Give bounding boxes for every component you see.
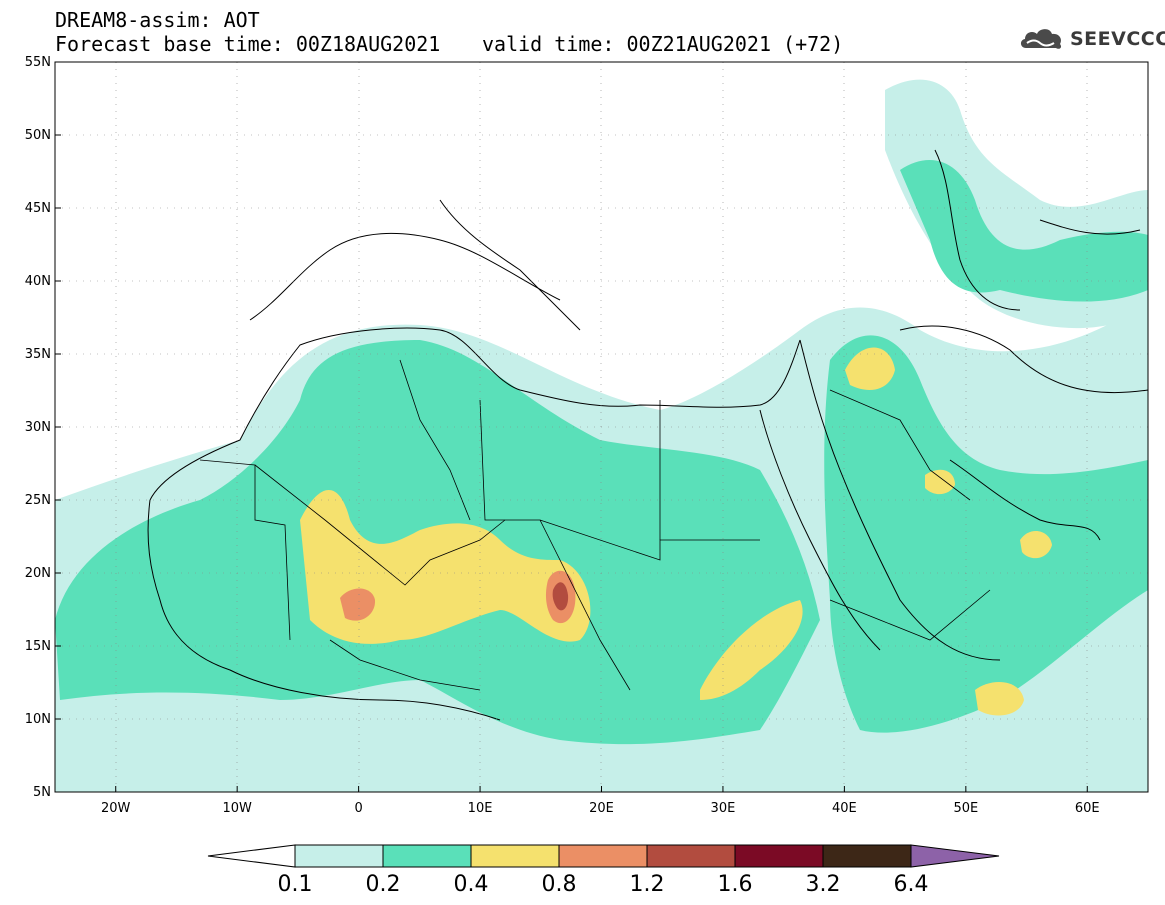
seevccc-logo: SEEVCCC (1018, 24, 1165, 54)
colorbar-label: 1.2 (630, 872, 665, 897)
graticule (55, 62, 1148, 792)
lon-tick-label: 20E (589, 801, 614, 816)
colorbar-label: 6.4 (894, 872, 929, 897)
lon-tick-label: 60E (1075, 801, 1100, 816)
colorbar-swatch (558, 844, 648, 868)
longitude-labels: 20W 10W 0 10E 20E 30E 40E 50E 60E (101, 786, 1100, 816)
colorbar-swatch (646, 844, 736, 868)
lon-tick-label: 20W (101, 801, 131, 816)
colorbar-label: 1.6 (718, 872, 753, 897)
borders (199, 359, 991, 691)
colorbar-swatch (382, 844, 472, 868)
lat-tick-label: 40N (25, 274, 51, 289)
lat-tick-label: 30N (25, 420, 51, 435)
colorbar-high-extend (910, 844, 1000, 868)
lon-tick-label: 10E (468, 801, 493, 816)
colorbar-swatch (294, 844, 384, 868)
colorbar-label: 0.4 (454, 872, 489, 897)
lat-tick-label: 55N (25, 55, 51, 70)
lon-tick-label: 50E (953, 801, 978, 816)
aot-shading-1.2 (552, 582, 569, 611)
latitude-labels: 55N 50N 45N 40N 35N 30N 25N 20N 15N 10N 5N (25, 55, 61, 800)
lat-tick-label: 45N (25, 201, 51, 216)
map-area (55, 62, 1148, 792)
lat-tick-label: 20N (25, 566, 51, 581)
colorbar-low-extend (207, 844, 296, 868)
lat-tick-label: 15N (25, 639, 51, 654)
colorbar: 0.1 0.2 0.4 0.8 1.2 1.6 3.2 6.4 (207, 844, 1000, 897)
colorbar-swatch (734, 844, 824, 868)
colorbar-label: 0.1 (278, 872, 313, 897)
lon-tick-label: 30E (711, 801, 736, 816)
lat-tick-label: 50N (25, 128, 51, 143)
lat-tick-label: 25N (25, 493, 51, 508)
coastlines (147, 149, 1148, 721)
cloud-icon (1020, 29, 1062, 49)
colorbar-swatch (822, 844, 912, 868)
valid-time: valid time: 00Z21AUG2021 (+72) (482, 32, 844, 56)
colorbar-label: 0.8 (542, 872, 577, 897)
forecast-base-time: Forecast base time: 00Z18AUG2021 (55, 32, 441, 56)
lat-tick-label: 35N (25, 347, 51, 362)
map-title: DREAM8-assim: AOT (55, 8, 260, 32)
lon-tick-label: 40E (832, 801, 857, 816)
lon-tick-label: 10W (222, 801, 252, 816)
colorbar-label: 0.2 (366, 872, 401, 897)
lat-tick-label: 10N (25, 712, 51, 727)
lat-tick-label: 5N (33, 785, 51, 800)
colorbar-label: 3.2 (806, 872, 841, 897)
colorbar-swatch (470, 844, 560, 868)
lon-tick-label: 0 (354, 801, 362, 816)
logo-text: SEEVCCC (1070, 28, 1165, 50)
